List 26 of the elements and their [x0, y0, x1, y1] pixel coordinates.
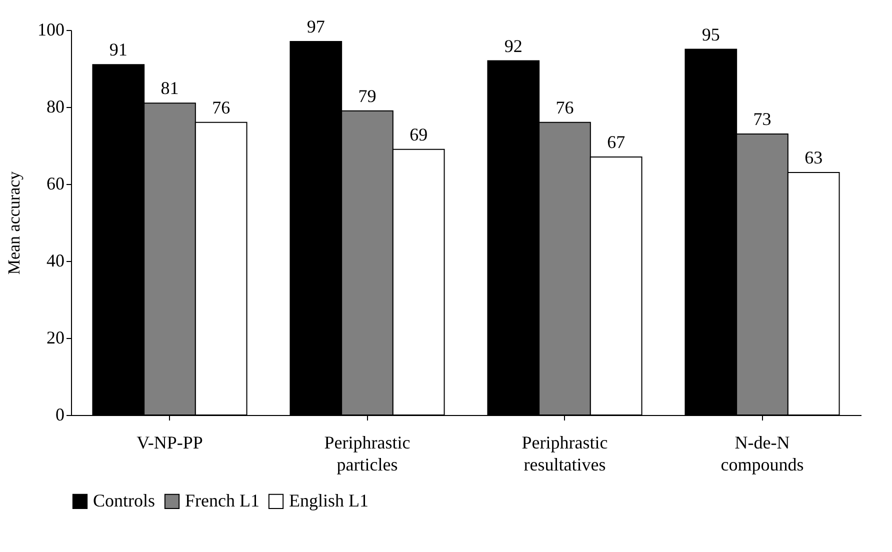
x-tick-label: Periphrastic particles — [324, 432, 410, 474]
x-tick-label: V-NP-PP — [136, 432, 203, 452]
data-label: 69 — [410, 124, 428, 144]
y-tick-label: 100 — [38, 20, 64, 40]
legend-label: French L1 — [185, 490, 260, 510]
data-label: 92 — [504, 36, 522, 56]
data-label: 76 — [556, 97, 574, 118]
y-tick-label: 60 — [46, 174, 64, 194]
data-label: 81 — [160, 78, 179, 98]
data-label: 91 — [109, 40, 128, 60]
y-tick-label: 0 — [56, 404, 64, 424]
y-tick-label: 20 — [46, 328, 64, 348]
data-label: 63 — [804, 147, 823, 168]
x-tick-label: N-de-N compounds — [720, 432, 804, 474]
data-label: 73 — [753, 108, 772, 129]
data-label: 95 — [702, 24, 720, 44]
y-tick-label: 40 — [46, 250, 64, 270]
legend-label: Controls — [93, 490, 156, 510]
data-label: 97 — [306, 16, 325, 37]
legend-label: English L1 — [289, 490, 368, 510]
x-tick-label: Periphrastic resultatives — [522, 432, 608, 474]
data-label: 76 — [212, 97, 230, 118]
data-label: 79 — [358, 86, 376, 106]
y-tick-label: 80 — [46, 96, 64, 116]
y-axis-title: Mean accuracy — [4, 170, 24, 275]
data-label: 67 — [607, 132, 626, 152]
